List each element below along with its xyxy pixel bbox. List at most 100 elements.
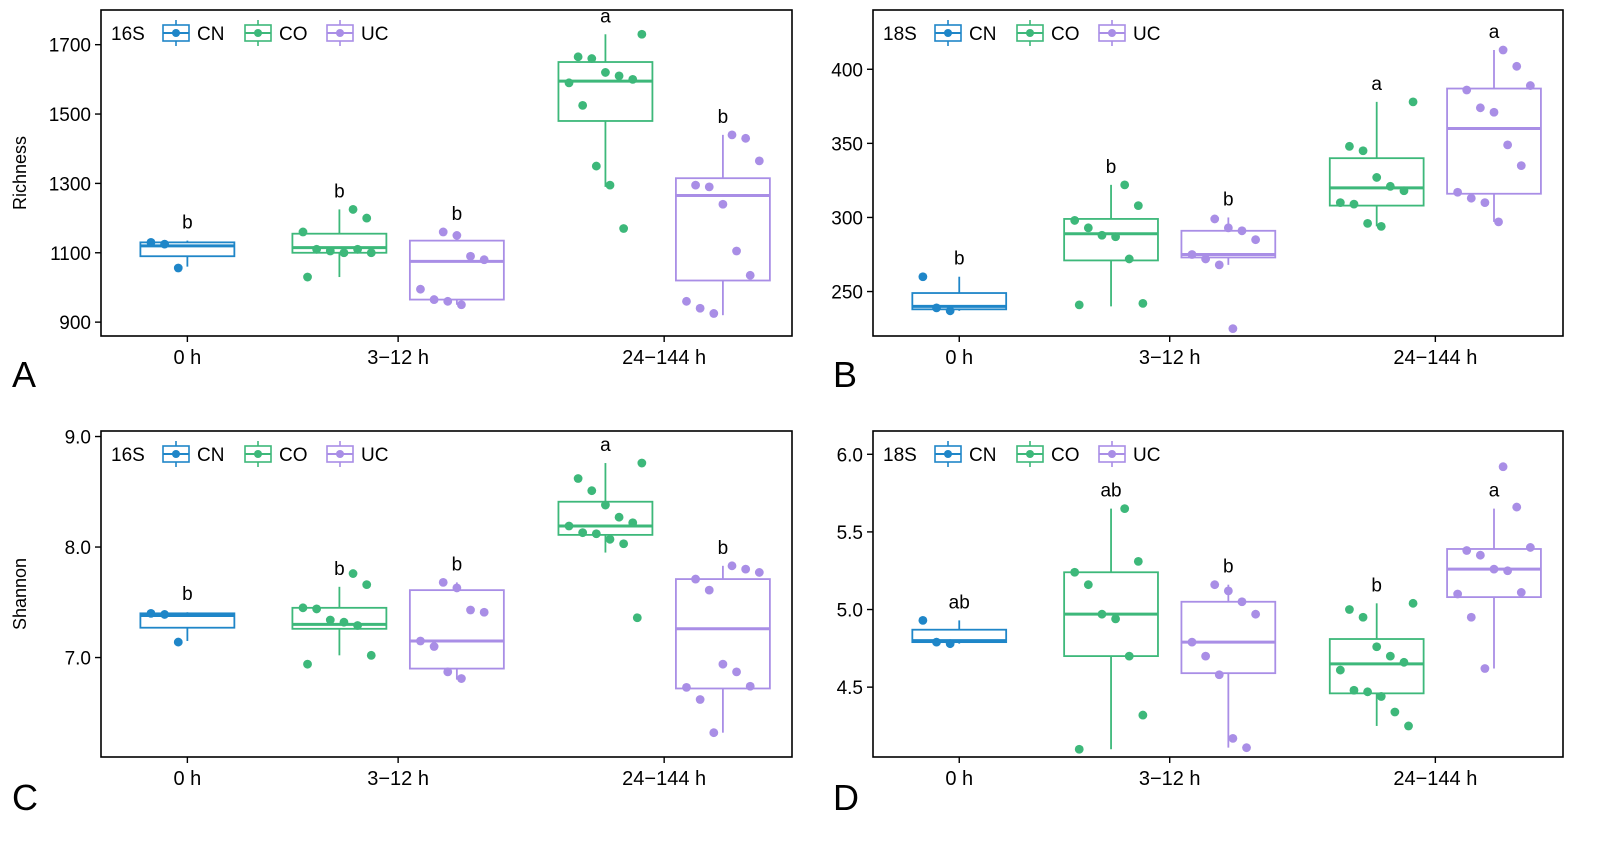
data-point bbox=[1408, 97, 1418, 107]
data-point bbox=[479, 607, 489, 617]
data-point bbox=[1498, 45, 1508, 55]
data-point bbox=[452, 231, 462, 240]
data-point bbox=[1498, 462, 1508, 472]
box-uc: a bbox=[1446, 22, 1542, 227]
data-point bbox=[704, 182, 714, 192]
data-point bbox=[366, 248, 376, 258]
legend-label: CO bbox=[279, 445, 308, 466]
data-point bbox=[1097, 230, 1107, 240]
data-point bbox=[1223, 223, 1233, 233]
data-point bbox=[1074, 300, 1084, 310]
legend-key-point bbox=[1026, 450, 1034, 458]
data-point bbox=[353, 244, 363, 254]
data-point bbox=[918, 272, 928, 282]
x-tick-label: 3−12 h bbox=[367, 347, 429, 369]
x-tick-label: 24−144 h bbox=[622, 347, 706, 369]
panel-letter: A bbox=[12, 354, 36, 395]
data-point bbox=[732, 667, 741, 677]
panel-d: 4.5 5.0 5.5 6.0 0 h 3−12 h 24−144 h ab ab b b a 18S C… bbox=[833, 430, 1564, 818]
data-point bbox=[1480, 198, 1490, 208]
x-tick-label: 0 h bbox=[945, 768, 973, 790]
data-point bbox=[1399, 186, 1409, 196]
data-point bbox=[1475, 103, 1485, 113]
data-point bbox=[325, 246, 335, 256]
legend-key-point bbox=[336, 29, 344, 37]
panel-letter: D bbox=[833, 777, 859, 818]
data-point bbox=[945, 306, 955, 316]
data-point bbox=[1404, 721, 1413, 731]
data-point bbox=[1503, 140, 1513, 150]
data-point bbox=[173, 263, 183, 273]
data-point bbox=[1466, 612, 1476, 622]
legend: 18S CN CO UC bbox=[883, 441, 1160, 467]
data-point bbox=[348, 569, 358, 578]
legend-key-point bbox=[254, 29, 262, 37]
x-tick-label: 0 h bbox=[945, 347, 973, 369]
box-uc: b bbox=[1180, 557, 1277, 753]
data-point bbox=[416, 284, 425, 294]
y-tick-label: 1700 bbox=[49, 36, 91, 57]
data-point bbox=[1070, 567, 1080, 577]
legend-key-point bbox=[172, 29, 180, 37]
data-point bbox=[1363, 687, 1373, 697]
data-point bbox=[1120, 180, 1130, 190]
data-point bbox=[601, 500, 610, 510]
data-point bbox=[1335, 198, 1345, 208]
data-point bbox=[695, 303, 705, 313]
data-point bbox=[1489, 107, 1499, 117]
box-cn: b bbox=[911, 249, 1008, 316]
legend-item-co: CO bbox=[1016, 441, 1080, 467]
significance-letter: b bbox=[334, 181, 345, 202]
data-point bbox=[312, 244, 322, 254]
data-point bbox=[682, 682, 691, 692]
data-point bbox=[298, 603, 308, 613]
data-point bbox=[932, 303, 941, 313]
data-point bbox=[325, 615, 335, 625]
data-point bbox=[146, 237, 156, 247]
panel-c: 7.0 8.0 9.0 Shannon 0 h 3−12 h 24−144 h b b b a b 16… bbox=[10, 428, 793, 818]
box-cn: b bbox=[139, 584, 236, 647]
data-point bbox=[1489, 564, 1499, 574]
significance-letter: b bbox=[1223, 189, 1234, 210]
data-point bbox=[1124, 651, 1134, 661]
data-point bbox=[1070, 216, 1080, 225]
significance-letter: a bbox=[1371, 74, 1382, 95]
data-point bbox=[1358, 612, 1368, 622]
data-point bbox=[628, 518, 638, 528]
data-point bbox=[1516, 161, 1526, 170]
box-iqr bbox=[1328, 157, 1425, 207]
box-co: ab bbox=[1063, 481, 1159, 754]
x-tick-label: 0 h bbox=[173, 768, 201, 790]
data-point bbox=[1345, 141, 1354, 151]
data-point bbox=[429, 642, 439, 651]
data-point bbox=[312, 604, 322, 614]
data-point bbox=[1376, 221, 1386, 231]
legend-label: CO bbox=[279, 24, 308, 45]
legend: 16S CN CO UC bbox=[111, 441, 388, 467]
panel-b: 250 300 350 400 0 h 3−12 h 24−144 h b b b a a 18S CN C… bbox=[831, 9, 1564, 395]
panel-letter: C bbox=[12, 777, 38, 818]
box-co: b bbox=[291, 559, 388, 669]
legend-key-point bbox=[1108, 450, 1116, 458]
data-point bbox=[591, 529, 601, 539]
data-point bbox=[1201, 651, 1211, 661]
box-iqr bbox=[408, 239, 505, 301]
data-point bbox=[1111, 614, 1120, 624]
legend-label: UC bbox=[361, 24, 388, 45]
y-tick-label: 300 bbox=[831, 208, 863, 229]
box-uc: b bbox=[675, 107, 771, 318]
data-point bbox=[1228, 324, 1238, 333]
data-point bbox=[1408, 598, 1418, 608]
data-point bbox=[754, 156, 764, 166]
y-tick-label: 1300 bbox=[49, 174, 91, 195]
box-cn: ab bbox=[911, 592, 1008, 649]
x-tick-label: 0 h bbox=[173, 347, 201, 369]
plot-frame bbox=[872, 430, 1564, 758]
data-point bbox=[1516, 588, 1526, 597]
data-point bbox=[160, 239, 170, 249]
x-tick-label: 24−144 h bbox=[1393, 347, 1477, 369]
data-point bbox=[1210, 214, 1220, 224]
legend-item-co: CO bbox=[1016, 20, 1080, 46]
box-iqr bbox=[408, 589, 505, 670]
